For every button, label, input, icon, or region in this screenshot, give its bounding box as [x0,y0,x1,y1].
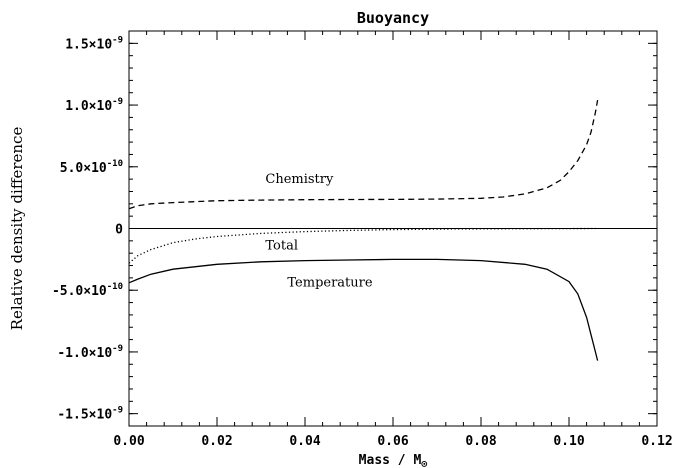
x-tick-label: 0.08 [465,434,496,449]
x-tick-label: 0.10 [553,434,584,449]
x-tick-label: 0.12 [641,434,672,449]
y-tick-label: -1.5×10-9 [57,406,123,423]
annotations: Chemistry Total Temperature [265,172,372,291]
x-axis-label-subscript: ⊙ [421,459,427,468]
x-axis-label: Mass / M⊙ [359,453,428,468]
x-tick-label: 0.02 [201,434,232,449]
annotation-temperature: Temperature [287,276,372,291]
y-axis: 1.5×10-9 1.0×10-9 5.0×10-10 0 -5.0×10-10 -1.0… [52,30,657,427]
series-temperature [128,258,599,361]
annotation-total: Total [265,238,298,253]
series-layer [128,99,599,361]
series-total [128,227,598,264]
x-tick-label: 0.04 [289,434,320,449]
series-chemistry [128,99,599,210]
x-axis-label-text: Mass / M [359,453,422,468]
y-tick-label: 5.0×10-10 [60,159,123,176]
annotation-chemistry: Chemistry [265,172,334,187]
y-tick-label: -1.0×10-9 [57,344,123,361]
x-axis: 0.00 0.02 0.04 0.06 0.08 0.10 0.12 [113,31,673,449]
chart-title: Buoyancy [357,9,429,27]
y-axis-label: Relative density difference [8,127,26,331]
y-tick-label: 1.5×10-9 [65,35,123,52]
y-tick-label: -5.0×10-10 [52,282,123,299]
y-tick-label: 1.0×10-9 [65,97,123,114]
x-tick-label: 0.06 [377,434,408,449]
y-tick-label: 0 [115,223,123,238]
x-tick-label: 0.00 [113,434,144,449]
